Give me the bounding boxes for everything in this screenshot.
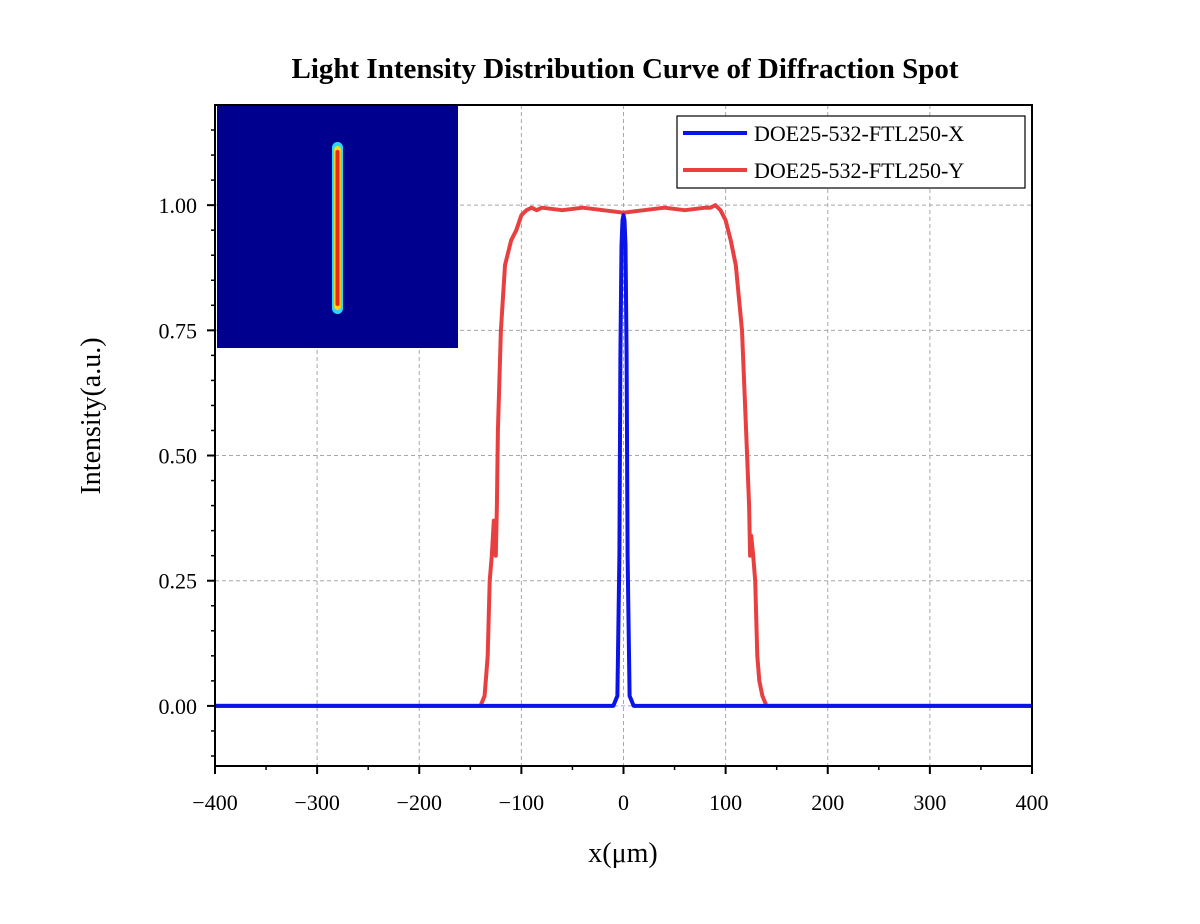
- x-tick-label: 200: [811, 790, 844, 815]
- y-tick-label: 0.00: [159, 694, 198, 719]
- x-axis: −400 −300 −200 −100 0 100 200 300 400: [192, 766, 1049, 815]
- legend-label-x: DOE25-532-FTL250-X: [754, 121, 964, 146]
- x-tick-label: −400: [192, 790, 237, 815]
- legend-label-y: DOE25-532-FTL250-Y: [754, 158, 964, 183]
- series-line-x: [215, 213, 1032, 708]
- x-tick-label: 0: [618, 790, 629, 815]
- x-tick-label: −200: [397, 790, 442, 815]
- chart-title: Light Intensity Distribution Curve of Di…: [291, 53, 958, 85]
- x-tick-label: 100: [709, 790, 742, 815]
- y-tick-label: 0.50: [159, 444, 198, 469]
- x-tick-label: −300: [294, 790, 339, 815]
- series-line-y: [215, 203, 1032, 708]
- x-tick-label: −100: [499, 790, 544, 815]
- series-lines: [215, 203, 1032, 708]
- x-axis-label: x(μm): [588, 838, 657, 869]
- y-tick-label: 0.25: [159, 569, 198, 594]
- y-tick-label: 1.00: [159, 193, 198, 218]
- x-tick-label: 300: [913, 790, 946, 815]
- y-tick-label: 0.75: [159, 318, 198, 343]
- y-axis: 0.00 0.25 0.50 0.75 1.00: [159, 129, 215, 757]
- legend: DOE25-532-FTL250-X DOE25-532-FTL250-Y: [676, 115, 1026, 189]
- x-tick-label: 400: [1016, 790, 1049, 815]
- spot-intensity-image: [217, 106, 458, 348]
- legend-box: [676, 115, 1026, 189]
- y-axis-label: Intensity(a.u.): [76, 337, 107, 494]
